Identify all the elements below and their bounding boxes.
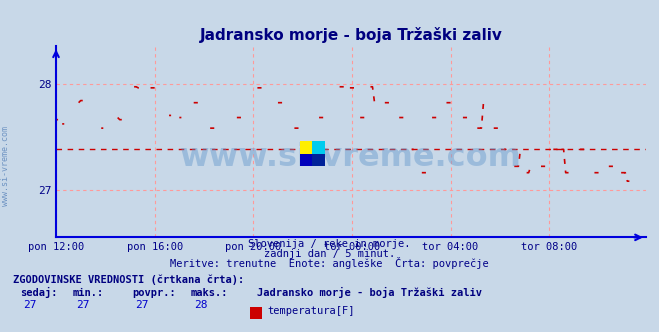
Text: Slovenija / reke in morje.: Slovenija / reke in morje. <box>248 239 411 249</box>
Bar <box>300 153 312 166</box>
Text: Jadransko morje - boja Tržaški zaliv: Jadransko morje - boja Tržaški zaliv <box>257 287 482 298</box>
Text: www.si-vreme.com: www.si-vreme.com <box>1 126 10 206</box>
Text: sedaj:: sedaj: <box>20 287 57 298</box>
Bar <box>312 141 325 153</box>
Title: Jadransko morje - boja Tržaški zaliv: Jadransko morje - boja Tržaški zaliv <box>200 27 502 42</box>
Text: zadnji dan / 5 minut.: zadnji dan / 5 minut. <box>264 249 395 259</box>
Text: temperatura[F]: temperatura[F] <box>267 306 355 316</box>
Bar <box>312 153 325 166</box>
Text: 27: 27 <box>23 300 36 310</box>
Text: 28: 28 <box>194 300 208 310</box>
Text: povpr.:: povpr.: <box>132 288 175 298</box>
Text: maks.:: maks.: <box>191 288 229 298</box>
Bar <box>300 141 312 153</box>
Text: min.:: min.: <box>72 288 103 298</box>
Text: Meritve: trenutne  Enote: angleške  Črta: povprečje: Meritve: trenutne Enote: angleške Črta: … <box>170 257 489 269</box>
Text: ZGODOVINSKE VREDNOSTI (črtkana črta):: ZGODOVINSKE VREDNOSTI (črtkana črta): <box>13 274 244 285</box>
Text: 27: 27 <box>135 300 148 310</box>
Text: www.si-vreme.com: www.si-vreme.com <box>180 142 522 173</box>
Text: 27: 27 <box>76 300 89 310</box>
